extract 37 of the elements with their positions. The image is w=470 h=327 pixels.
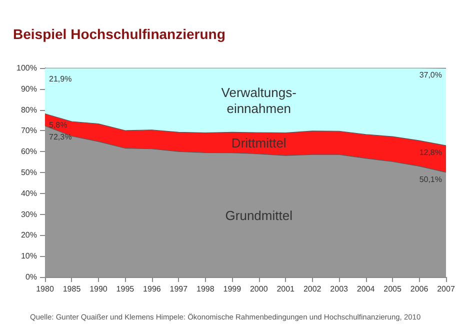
y-tick-label: 50% [20, 168, 37, 177]
series-label: Grundmittel [225, 208, 293, 223]
x-tick-label: 1998 [196, 284, 215, 294]
x-tick-label: 1997 [170, 284, 188, 294]
y-tick-label: 10% [20, 252, 37, 261]
series-label: Verwaltungs- einnahmen [221, 84, 296, 116]
y-tick-label: 20% [20, 230, 37, 240]
x-tick-label: 2002 [303, 284, 322, 294]
x-tick-label: 2005 [384, 284, 402, 294]
x-tick-label: 1999 [223, 284, 242, 294]
y-tick-label: 40% [20, 188, 37, 198]
x-tick-label: 2007 [437, 284, 456, 294]
data-label: 50,1% [419, 174, 442, 184]
series-label: Drittmittel [231, 136, 286, 151]
x-tick-label: 1980 [36, 284, 54, 294]
data-label: 72,3% [49, 132, 72, 142]
x-tick-label: 1985 [62, 284, 82, 294]
data-label: 37,0% [419, 70, 442, 80]
y-tick-label: 70% [20, 126, 37, 136]
x-tick-label: 2006 [410, 284, 429, 294]
x-tick-label: 1996 [143, 284, 162, 294]
x-tick-label: 1995 [116, 284, 135, 294]
x-tick-label: 1990 [90, 284, 108, 294]
y-tick-label: 60% [20, 147, 37, 156]
chart-title: Beispiel Hochschulfinanzierung [13, 26, 226, 42]
y-tick-label: 80% [20, 105, 37, 114]
x-tick-label: 2004 [356, 284, 376, 294]
y-tick-label: 90% [20, 84, 37, 94]
y-tick-label: 100% [16, 64, 37, 72]
y-tick-label: 30% [20, 210, 37, 219]
x-tick-label: 2003 [330, 284, 349, 294]
x-tick-label: 2001 [276, 284, 296, 294]
y-tick-label: 0% [25, 272, 37, 282]
data-label: 21,9% [49, 74, 72, 84]
data-label: 5,8% [49, 120, 68, 130]
x-tick-label: 2000 [250, 284, 268, 294]
data-label: 12,8% [419, 148, 442, 158]
